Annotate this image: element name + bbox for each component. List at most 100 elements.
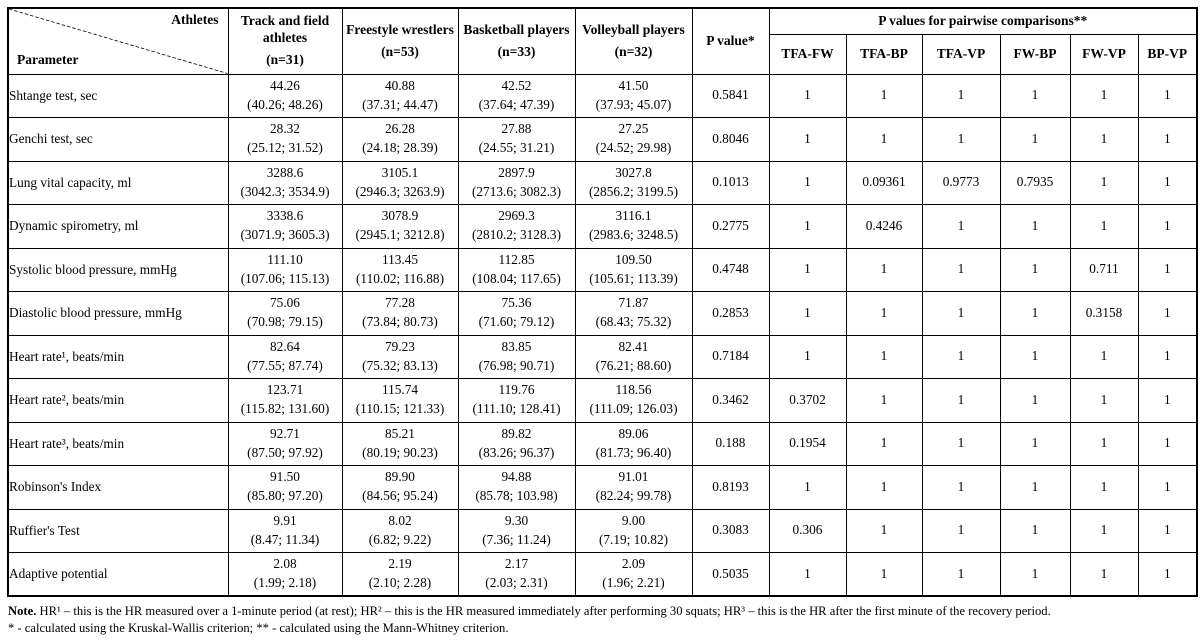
column-sample-size: (n=31): [266, 52, 304, 68]
p-value-cell: 0.8193: [691, 465, 770, 510]
diagonal-divider: [9, 9, 228, 74]
parameter-cell: Shtange test, sec: [7, 73, 229, 118]
parameter-cell: Genchi test, sec: [7, 117, 229, 162]
confidence-interval: (24.55; 31.21): [478, 140, 555, 156]
value-cell: 42.52 (37.64; 47.39): [457, 73, 576, 118]
table-row: Heart rate³, beats/min 92.71 (87.50; 97.92…: [7, 421, 1198, 466]
confidence-interval: (73.84; 80.73): [362, 314, 438, 330]
pairwise-p-cell: 1: [921, 421, 1001, 466]
mean-value: 3116.1: [615, 208, 652, 224]
mean-value: 112.85: [498, 251, 535, 267]
confidence-interval: (7.19; 10.82): [598, 531, 669, 547]
pairwise-p-cell: 1: [921, 552, 1001, 597]
mean-value: 85.21: [385, 425, 415, 441]
pairwise-p-cell: 1: [999, 421, 1071, 466]
mean-value: 92.71: [270, 425, 300, 441]
value-cell: 2.19 (2.10; 2.28): [341, 552, 459, 597]
value-cell: 89.06 (81.73; 96.40): [574, 421, 693, 466]
mean-value: 9.00: [621, 512, 646, 528]
table-row: Heart rate², beats/min 123.71 (115.82; 131…: [7, 378, 1198, 423]
pairwise-p-cell: 0.3702: [768, 378, 847, 423]
parameter-cell: Diastolic blood pressure, mmHg: [7, 291, 229, 336]
note-text-1: HR¹ – this is the HR measured over a 1-m…: [36, 604, 1051, 618]
confidence-interval: (83.26; 96.37): [478, 444, 555, 460]
column-name: Basketball players: [463, 21, 570, 37]
confidence-interval: (6.82; 9.22): [368, 531, 432, 547]
mean-value: 89.90: [385, 469, 415, 485]
mean-value: 91.50: [270, 469, 300, 485]
parameter-cell: Systolic blood pressure, mmHg: [7, 247, 229, 292]
confidence-interval: (2810.2; 3128.3): [471, 227, 561, 243]
value-cell: 9.91 (8.47; 11.34): [227, 508, 343, 553]
mean-value: 3288.6: [266, 164, 304, 180]
confidence-interval: (82.24; 99.78): [595, 488, 672, 504]
column-header-tfa-bp: TFA-BP: [845, 33, 923, 75]
confidence-interval: (3042.3; 3534.9): [240, 183, 330, 199]
note-line-1: Note. HR¹ – this is the HR measured over…: [8, 603, 1188, 620]
parameter-cell: Heart rate¹, beats/min: [7, 334, 229, 379]
pairwise-p-cell: 1: [921, 117, 1001, 162]
pairwise-p-cell: 1: [999, 552, 1071, 597]
pairwise-group-header: P values for pairwise comparisons**: [768, 7, 1198, 35]
pairwise-p-cell: 1: [768, 160, 847, 205]
pairwise-p-cell: 1: [1069, 421, 1139, 466]
parameter-cell: Lung vital capacity, ml: [7, 160, 229, 205]
value-cell: 115.74 (110.15; 121.33): [341, 378, 459, 423]
pairwise-p-cell: 1: [1069, 465, 1139, 510]
column-header-freestyle-wrestlers: Freestyle wrestlers (n=53): [341, 7, 459, 75]
value-cell: 75.06 (70.98; 79.15): [227, 291, 343, 336]
confidence-interval: (111.10; 128.41): [472, 401, 561, 417]
mean-value: 89.06: [618, 425, 649, 441]
value-cell: 3105.1 (2946.3; 3263.9): [341, 160, 459, 205]
column-header-tfa-fw: TFA-FW: [768, 33, 847, 75]
pairwise-p-cell: 1: [1069, 552, 1139, 597]
mean-value: 2897.9: [498, 164, 535, 180]
pairwise-p-cell: 1: [1137, 378, 1198, 423]
mean-value: 40.88: [385, 77, 415, 93]
mean-value: 2.09: [621, 556, 646, 572]
mean-value: 77.28: [385, 295, 415, 311]
confidence-interval: (81.73; 96.40): [595, 444, 672, 460]
confidence-interval: (80.19; 90.23): [362, 444, 438, 460]
confidence-interval: (76.21; 88.60): [595, 357, 672, 373]
pairwise-p-cell: 0.3158: [1069, 291, 1139, 336]
value-cell: 9.30 (7.36; 11.24): [457, 508, 576, 553]
pairwise-p-cell: 0.711: [1069, 247, 1139, 292]
confidence-interval: (84.56; 95.24): [362, 488, 438, 504]
value-cell: 79.23 (75.32; 83.13): [341, 334, 459, 379]
pairwise-p-cell: 1: [1069, 508, 1139, 553]
table-row: Ruffier's Test 9.91 (8.47; 11.34) 8.02 (6.82…: [7, 508, 1198, 553]
table-row: Shtange test, sec 44.26 (40.26; 48.26) 40.8…: [7, 73, 1198, 118]
mean-value: 82.41: [618, 338, 649, 354]
pairwise-p-cell: 1: [845, 508, 923, 553]
pairwise-p-cell: 1: [845, 421, 923, 466]
mean-value: 2.19: [388, 556, 412, 572]
mean-value: 41.50: [618, 77, 649, 93]
table-row: Heart rate¹, beats/min 82.64 (77.55; 87.74…: [7, 334, 1198, 379]
mean-value: 28.32: [270, 121, 300, 137]
column-sample-size: (n=33): [497, 43, 536, 59]
confidence-interval: (2713.6; 3082.3): [471, 183, 561, 199]
pairwise-p-cell: 1: [1069, 160, 1139, 205]
p-value-cell: 0.5841: [691, 73, 770, 118]
pairwise-p-cell: 1: [999, 465, 1071, 510]
value-cell: 118.56 (111.09; 126.03): [574, 378, 693, 423]
confidence-interval: (76.98; 90.71): [478, 357, 555, 373]
pairwise-p-cell: 1: [768, 291, 847, 336]
table-row: Diastolic blood pressure, mmHg 75.06 (70.9…: [7, 291, 1198, 336]
table-row: Dynamic spirometry, ml 3338.6 (3071.9; 360…: [7, 204, 1198, 249]
note-label: Note.: [8, 604, 37, 618]
value-cell: 109.50 (105.61; 113.39): [574, 247, 693, 292]
value-cell: 83.85 (76.98; 90.71): [457, 334, 576, 379]
value-cell: 3116.1 (2983.6; 3248.5): [574, 204, 693, 249]
mean-value: 3078.9: [381, 208, 419, 224]
value-cell: 119.76 (111.10; 128.41): [457, 378, 576, 423]
corner-header-cell: Athletes Parameter: [7, 7, 229, 75]
confidence-interval: (40.26; 48.26): [247, 96, 323, 112]
value-cell: 3078.9 (2945.1; 3212.8): [341, 204, 459, 249]
pairwise-p-cell: 1: [1137, 204, 1198, 249]
column-sample-size: (n=53): [381, 43, 419, 59]
confidence-interval: (2.10; 2.28): [368, 575, 432, 590]
parameter-cell: Ruffier's Test: [7, 508, 229, 553]
pairwise-p-cell: 1: [999, 73, 1071, 118]
